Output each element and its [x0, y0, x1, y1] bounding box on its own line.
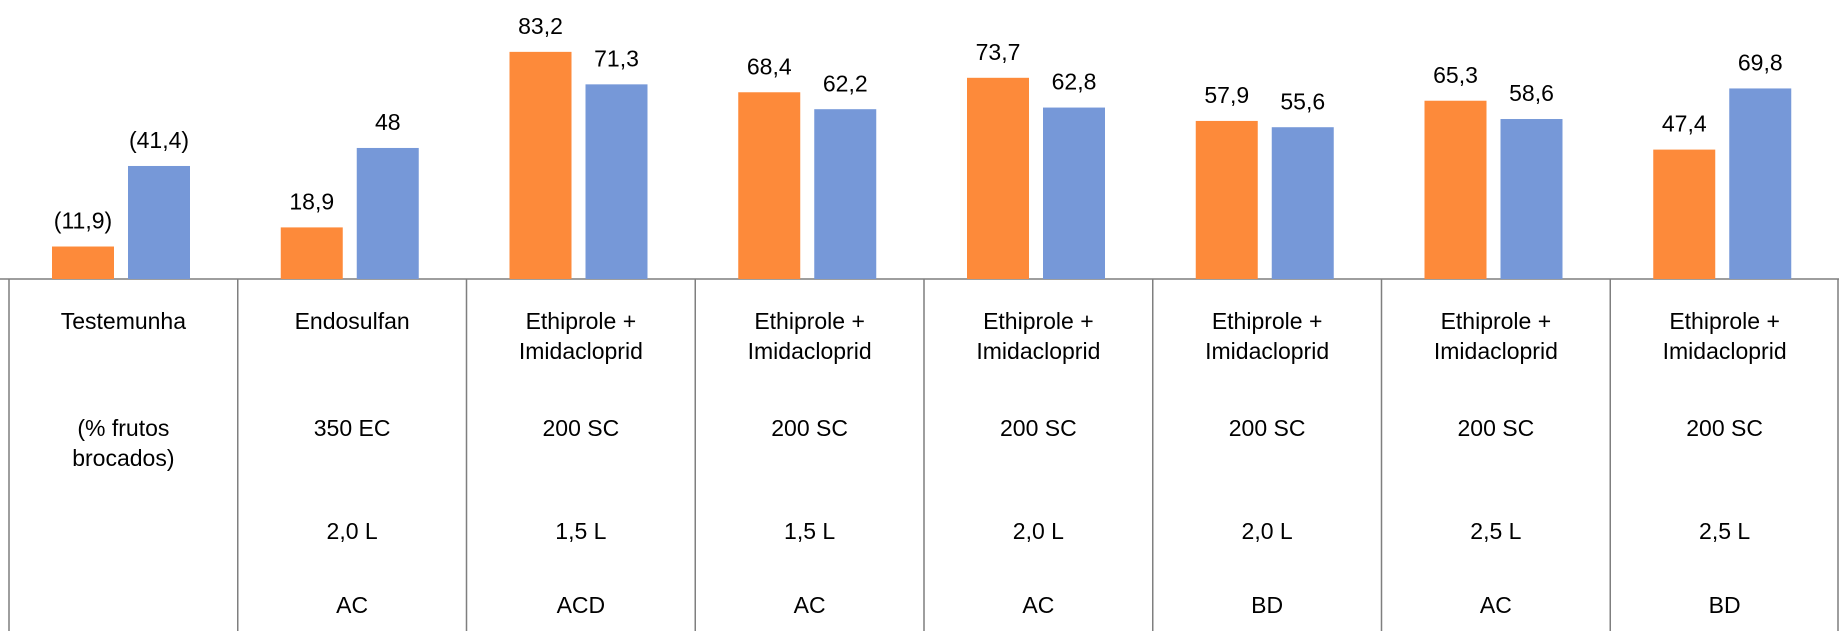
dose-label: 2,0 L — [326, 518, 378, 544]
formulation-label: 200 SC — [771, 415, 848, 441]
bar — [1043, 107, 1105, 279]
dose-label: 1,5 L — [784, 518, 836, 544]
data-label: 83,2 — [518, 13, 563, 39]
formulation-label: 350 EC — [313, 415, 391, 441]
bar — [1195, 120, 1258, 279]
category-label: Ethiprole + Imidacloprid — [1205, 308, 1330, 364]
dose-label: 2,5 L — [1470, 518, 1522, 544]
bar — [356, 147, 419, 279]
dose-label: 2,0 L — [1012, 518, 1064, 544]
formulation-label: 200 SC — [1686, 415, 1763, 441]
formulation-label: 200 SC — [1457, 415, 1535, 441]
data-label: 55,6 — [1280, 88, 1325, 114]
bar — [1500, 119, 1563, 279]
bar — [128, 165, 190, 279]
category-label: Ethiprole + Imidacloprid — [1662, 308, 1787, 364]
category-label: Ethiprole + Imidacloprid — [1433, 308, 1558, 364]
bar — [967, 77, 1029, 279]
group-label: AC — [336, 592, 369, 618]
category-label: Endosulfan — [294, 308, 410, 334]
bar — [585, 84, 648, 279]
bar — [280, 227, 343, 279]
data-label: 48 — [375, 109, 401, 135]
data-label: 57,9 — [1204, 82, 1249, 108]
formulation-label: (% frutos brocados) — [72, 415, 175, 471]
dose-label: 2,0 L — [1241, 518, 1293, 544]
data-label: (11,9) — [54, 208, 112, 234]
data-label: 69,8 — [1738, 50, 1783, 76]
data-label: 73,7 — [976, 39, 1021, 65]
formulation-label: 200 SC — [1000, 415, 1077, 441]
group-label: BD — [1708, 592, 1741, 618]
category-label: Ethiprole + Imidacloprid — [976, 308, 1101, 364]
bar — [1653, 149, 1716, 279]
bar — [1729, 88, 1792, 279]
category-label: Ethiprole + Imidacloprid — [518, 308, 643, 364]
bar — [1424, 100, 1487, 279]
category-label: Ethiprole + Imidacloprid — [747, 308, 872, 364]
group-label: ACD — [556, 592, 606, 618]
data-label: 58,6 — [1509, 80, 1554, 106]
bar — [738, 92, 801, 279]
group-label: BD — [1251, 592, 1284, 618]
dose-label: 2,5 L — [1699, 518, 1751, 544]
bar — [814, 109, 877, 279]
data-label: 47,4 — [1662, 111, 1707, 137]
data-label: 68,4 — [747, 53, 792, 79]
formulation-label: 200 SC — [1228, 415, 1306, 441]
group-label: AC — [793, 592, 826, 618]
data-label: 18,9 — [289, 188, 334, 214]
group-label: AC — [1479, 592, 1512, 618]
bar — [52, 246, 114, 279]
data-label: 62,2 — [823, 70, 868, 96]
formulation-label: 200 SC — [542, 415, 620, 441]
data-label: 71,3 — [594, 45, 639, 71]
data-label: (41,4) — [129, 127, 189, 153]
bar — [1271, 127, 1334, 279]
data-label: 65,3 — [1433, 62, 1478, 88]
dose-label: 1,5 L — [555, 518, 607, 544]
bar — [509, 51, 572, 279]
group-label: AC — [1022, 592, 1055, 618]
data-label: 62,8 — [1052, 69, 1097, 95]
category-label: Testemunha — [60, 308, 187, 334]
